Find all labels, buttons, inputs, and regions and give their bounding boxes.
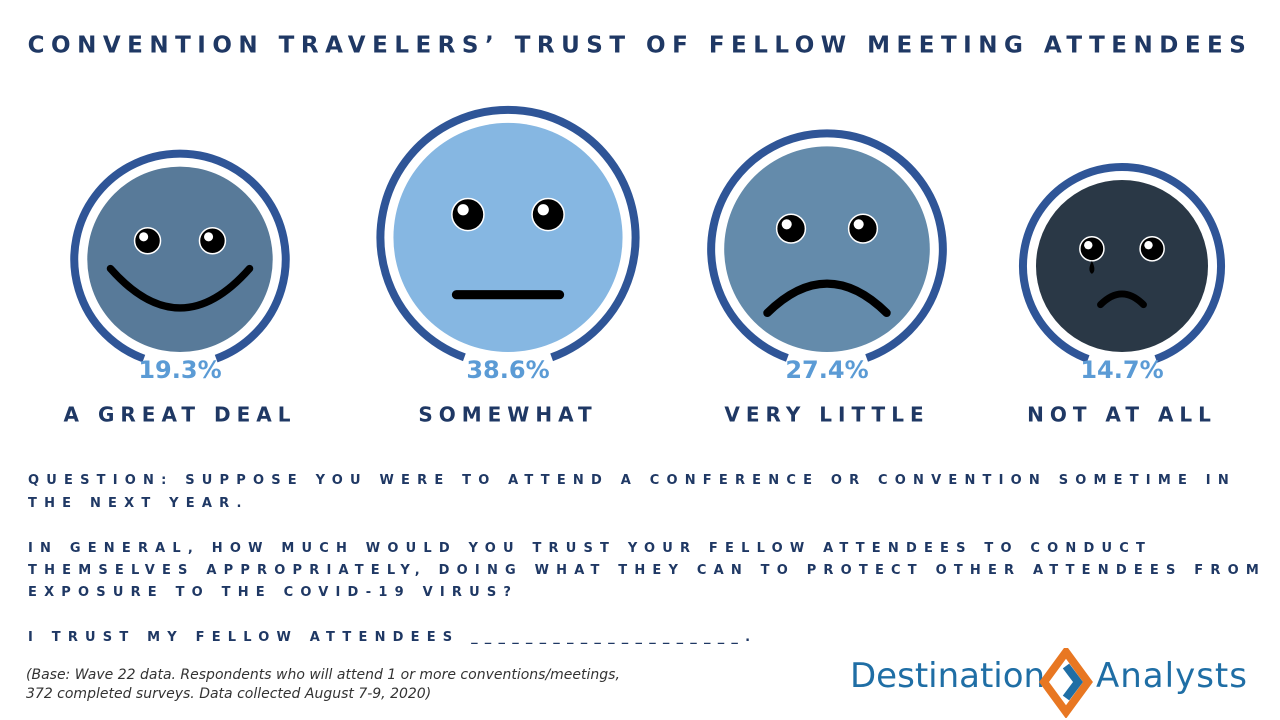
eye-glint [537,204,549,216]
chart-title: CONVENTION TRAVELERS’ TRUST OF FELLOW ME… [28,33,1253,59]
face [87,166,273,352]
face [1035,179,1209,352]
mouth [106,264,254,312]
eye [847,213,879,244]
question-line: THE NEXT YEAR. [28,496,249,511]
eye-glint [204,232,214,242]
eye-glint [1144,240,1153,250]
eye-glint [781,219,792,230]
logo-text: Destination [850,656,1046,696]
chart: CONVENTION TRAVELERS’ TRUST OF FELLOW ME… [28,33,1253,427]
face [724,146,930,352]
mouth [1097,290,1147,309]
eye [133,227,162,255]
face-ring [376,105,640,362]
face-ring [707,129,947,362]
face-ring [1019,163,1225,363]
base-note: (Base: Wave 22 data. Respondents who wil… [26,667,620,683]
eye [531,197,565,232]
question-line: I TRUST MY FELLOW ATTENDEES ____________… [28,630,758,645]
logo-mark [1039,648,1093,718]
eye [451,197,485,232]
value-label: 38.6% [466,356,549,384]
question-line: QUESTION: SUPPOSE YOU WERE TO ATTEND A C… [28,473,1236,488]
logo-text: Analysts [1096,656,1248,696]
category-label: SOMEWHAT [418,403,597,427]
tear [1089,260,1095,274]
question-line: EXPOSURE TO THE COVID-19 VIRUS? [28,585,519,600]
face-ring [70,149,290,363]
value-label: 14.7% [1080,356,1163,384]
value-label: 27.4% [785,356,868,384]
question-line: THEMSELVES APPROPRIATELY, DOING WHAT THE… [28,563,1266,578]
category-label: NOT AT ALL [1027,403,1217,427]
eye-glint [1084,240,1093,250]
eye-glint [139,232,149,242]
eye-glint [457,204,469,216]
category-label: VERY LITTLE [724,403,929,427]
eye-glint [853,219,864,230]
base-note: 372 completed surveys. Data collected Au… [26,686,432,702]
eye [1139,235,1165,262]
mouth [763,279,891,318]
eye [198,227,227,255]
category-label: A GREAT DEAL [64,403,297,427]
question-line: IN GENERAL, HOW MUCH WOULD YOU TRUST YOU… [28,541,1153,556]
eye [775,213,807,244]
value-label: 19.3% [138,356,221,384]
face [393,122,623,352]
eye [1079,235,1105,262]
